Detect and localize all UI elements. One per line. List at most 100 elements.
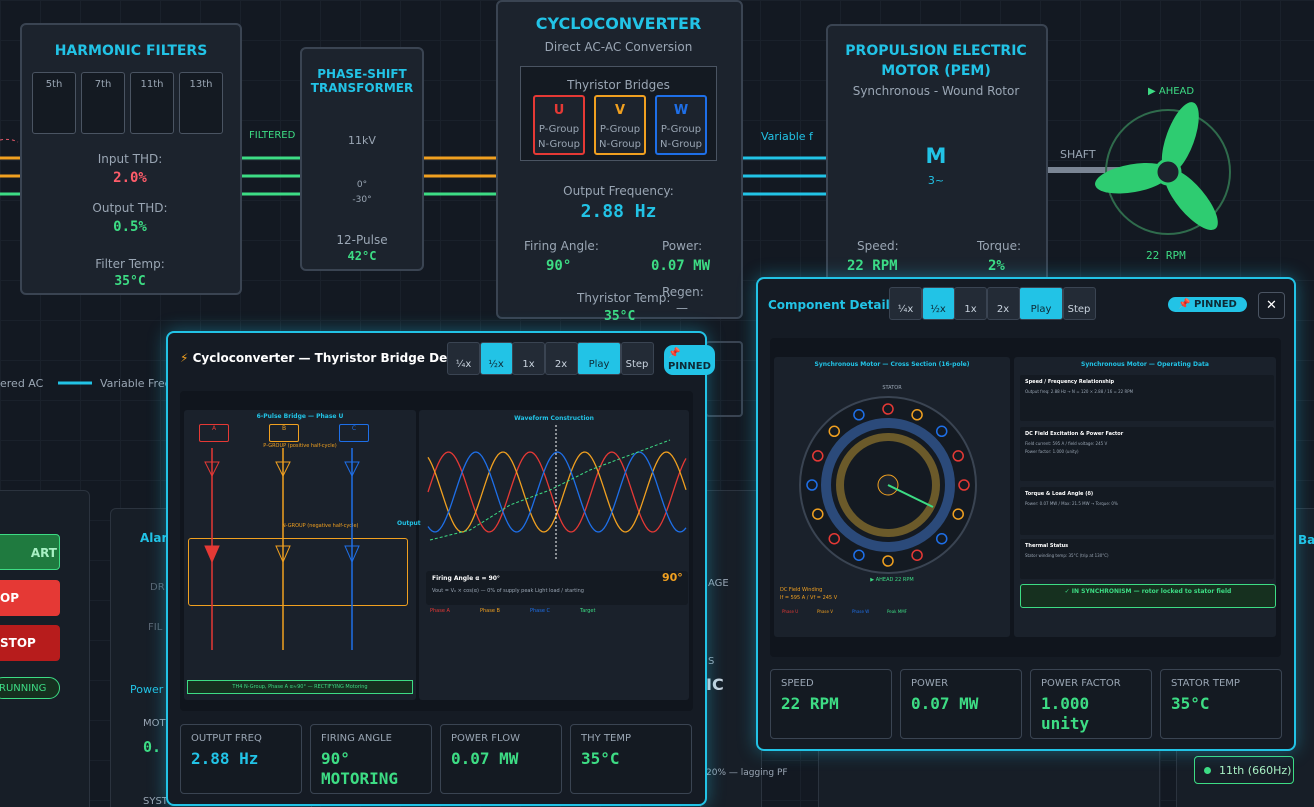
text: STATOR [882, 385, 902, 391]
title: PHASE-SHIFT TRANSFORMER [310, 67, 414, 95]
text: DR [150, 582, 165, 593]
propeller-icon [1095, 102, 1231, 235]
label: Speed: [857, 239, 899, 253]
label: Firing Angle: [524, 239, 599, 253]
bridge-phase: U [553, 103, 565, 118]
filter-box[interactable] [32, 72, 76, 134]
motor-phases: 3~ [927, 174, 945, 187]
data-section [1020, 375, 1274, 421]
subtitle: Synchronous - Wound Rotor [852, 84, 1020, 98]
harmonic-filters-card[interactable]: HARMONIC FILTERS [20, 23, 242, 295]
winding: -30° [352, 195, 372, 205]
transformer-card[interactable] [300, 47, 424, 271]
title: CYCLOCONVERTER [535, 14, 702, 33]
bridge-group: P-Group [660, 124, 702, 135]
legend-item: Phase A [430, 608, 450, 614]
title: PROPULSION ELECTRIC MOTOR (PEM) [845, 43, 1027, 79]
n-group-box [188, 538, 408, 606]
estop-button[interactable]: STOP [0, 625, 60, 661]
label: Output Frequency: [563, 184, 674, 198]
section-title: DC Field Excitation & Power Factor [1025, 431, 1124, 437]
label: Thyristor Bridges [567, 78, 670, 92]
winding: 11kV [348, 134, 376, 147]
speed-button[interactable]: Play [577, 342, 621, 375]
panel [818, 745, 1160, 807]
pinned-badge[interactable]: 📌 PINNED [1168, 297, 1247, 312]
bridge-phase: W [673, 103, 689, 118]
thyristor-detail-modal: ⚡ Cycloconverter — Thyristor Bridge Deta… [166, 331, 715, 806]
text: Power [130, 683, 164, 696]
speed-button[interactable]: 1x [512, 342, 545, 375]
legend-item: Phase W [852, 609, 870, 614]
winding: 0° [356, 180, 368, 190]
stop-button[interactable]: OP [0, 580, 60, 616]
harmonic-filter-chip[interactable]: 11th (660Hz) [1194, 756, 1294, 784]
stat-note: unity [1041, 714, 1090, 733]
value: 22 RPM [847, 258, 898, 274]
section-text: Power: 0.07 MW / Max: 21.5 MW → Torque: … [1025, 501, 1118, 506]
text: MOT [143, 718, 166, 729]
stat-value: 2.88 Hz [191, 749, 259, 768]
stat-value: 0.07 MW [911, 694, 979, 713]
stat-card: FIRING ANGLE 90° MOTORING [310, 724, 432, 794]
speed-button[interactable]: Step [620, 342, 654, 375]
speed-button[interactable]: 2x [986, 287, 1020, 320]
stat-card: POWER FLOW 0.07 MW [440, 724, 562, 794]
text: 0. [143, 738, 162, 756]
label: Power: [662, 239, 703, 253]
modal-title: Component Detail [768, 298, 890, 312]
filter-box[interactable] [81, 72, 125, 134]
stat-label: OUTPUT FREQ [191, 733, 262, 744]
bridge[interactable] [594, 95, 646, 155]
label: Regen: [662, 285, 704, 299]
text: IC [706, 675, 724, 694]
panel [700, 490, 762, 807]
stat-value: 35°C [1171, 694, 1210, 713]
speed-button[interactable]: 1x [954, 287, 987, 320]
text: Synchronous Motor — Operating Data [1081, 361, 1209, 368]
bridge[interactable] [655, 95, 707, 155]
start-button[interactable]: ART [0, 534, 60, 570]
stat-card: SPEED 22 RPM [770, 669, 892, 739]
modal-title: ⚡ Cycloconverter — Thyristor Bridge Deta… [180, 351, 470, 365]
value: 0.5% [113, 219, 147, 235]
text: Vout = V₀ × cos(α) — 0% of supply peak L… [432, 588, 584, 594]
motor-card[interactable] [826, 24, 1048, 288]
close-button[interactable]: ✕ [1258, 292, 1285, 319]
section-title: Thermal Status [1025, 543, 1069, 549]
stat-card: STATOR TEMP 35°C [1160, 669, 1282, 739]
text: Ba [1298, 533, 1314, 547]
stat-label: POWER FLOW [451, 733, 520, 744]
stat-label: STATOR TEMP [1171, 678, 1240, 689]
speed-button[interactable]: ½x [479, 342, 513, 375]
speed-button[interactable]: ½x [921, 287, 955, 320]
filter-box[interactable] [130, 72, 174, 134]
stat-card: POWER FACTOR 1.000 unity [1030, 669, 1152, 739]
bridge-status: TH4 N-Group, Phase A α≈90° — RECTIFYING … [187, 680, 413, 694]
phase-source: B [269, 424, 299, 442]
bridge[interactable] [533, 95, 585, 155]
stat-note: MOTORING [321, 769, 399, 788]
value: 2.88 Hz [580, 201, 657, 222]
speed-button[interactable]: Step [1062, 287, 1096, 320]
filter-box[interactable] [179, 72, 223, 134]
filter-label: 13th [189, 79, 213, 90]
text: FIL [148, 622, 163, 633]
text: PINNED [1193, 299, 1237, 310]
title-text: Cycloconverter — Thyristor Bridge Detail [192, 351, 470, 365]
text: Synchronous Motor — Cross Section (16-po… [814, 361, 970, 368]
speed-button[interactable]: Play [1019, 287, 1063, 320]
speed-button[interactable]: ¼x [889, 287, 922, 320]
waveform-panel [419, 410, 689, 700]
legend-item: Target [580, 608, 596, 614]
speed-button[interactable]: 2x [544, 342, 578, 375]
text: Firing Angle α = 90° [432, 575, 500, 582]
value: — [676, 301, 688, 315]
link-label: FILTERED [249, 130, 296, 141]
text: SYST [143, 796, 168, 807]
data-section [1020, 427, 1274, 481]
pinned-badge[interactable]: 📌 PINNED [664, 345, 715, 375]
speed-button[interactable]: ¼x [447, 342, 480, 375]
status-dot [1204, 767, 1211, 774]
legend-item: ered AC [0, 377, 44, 390]
